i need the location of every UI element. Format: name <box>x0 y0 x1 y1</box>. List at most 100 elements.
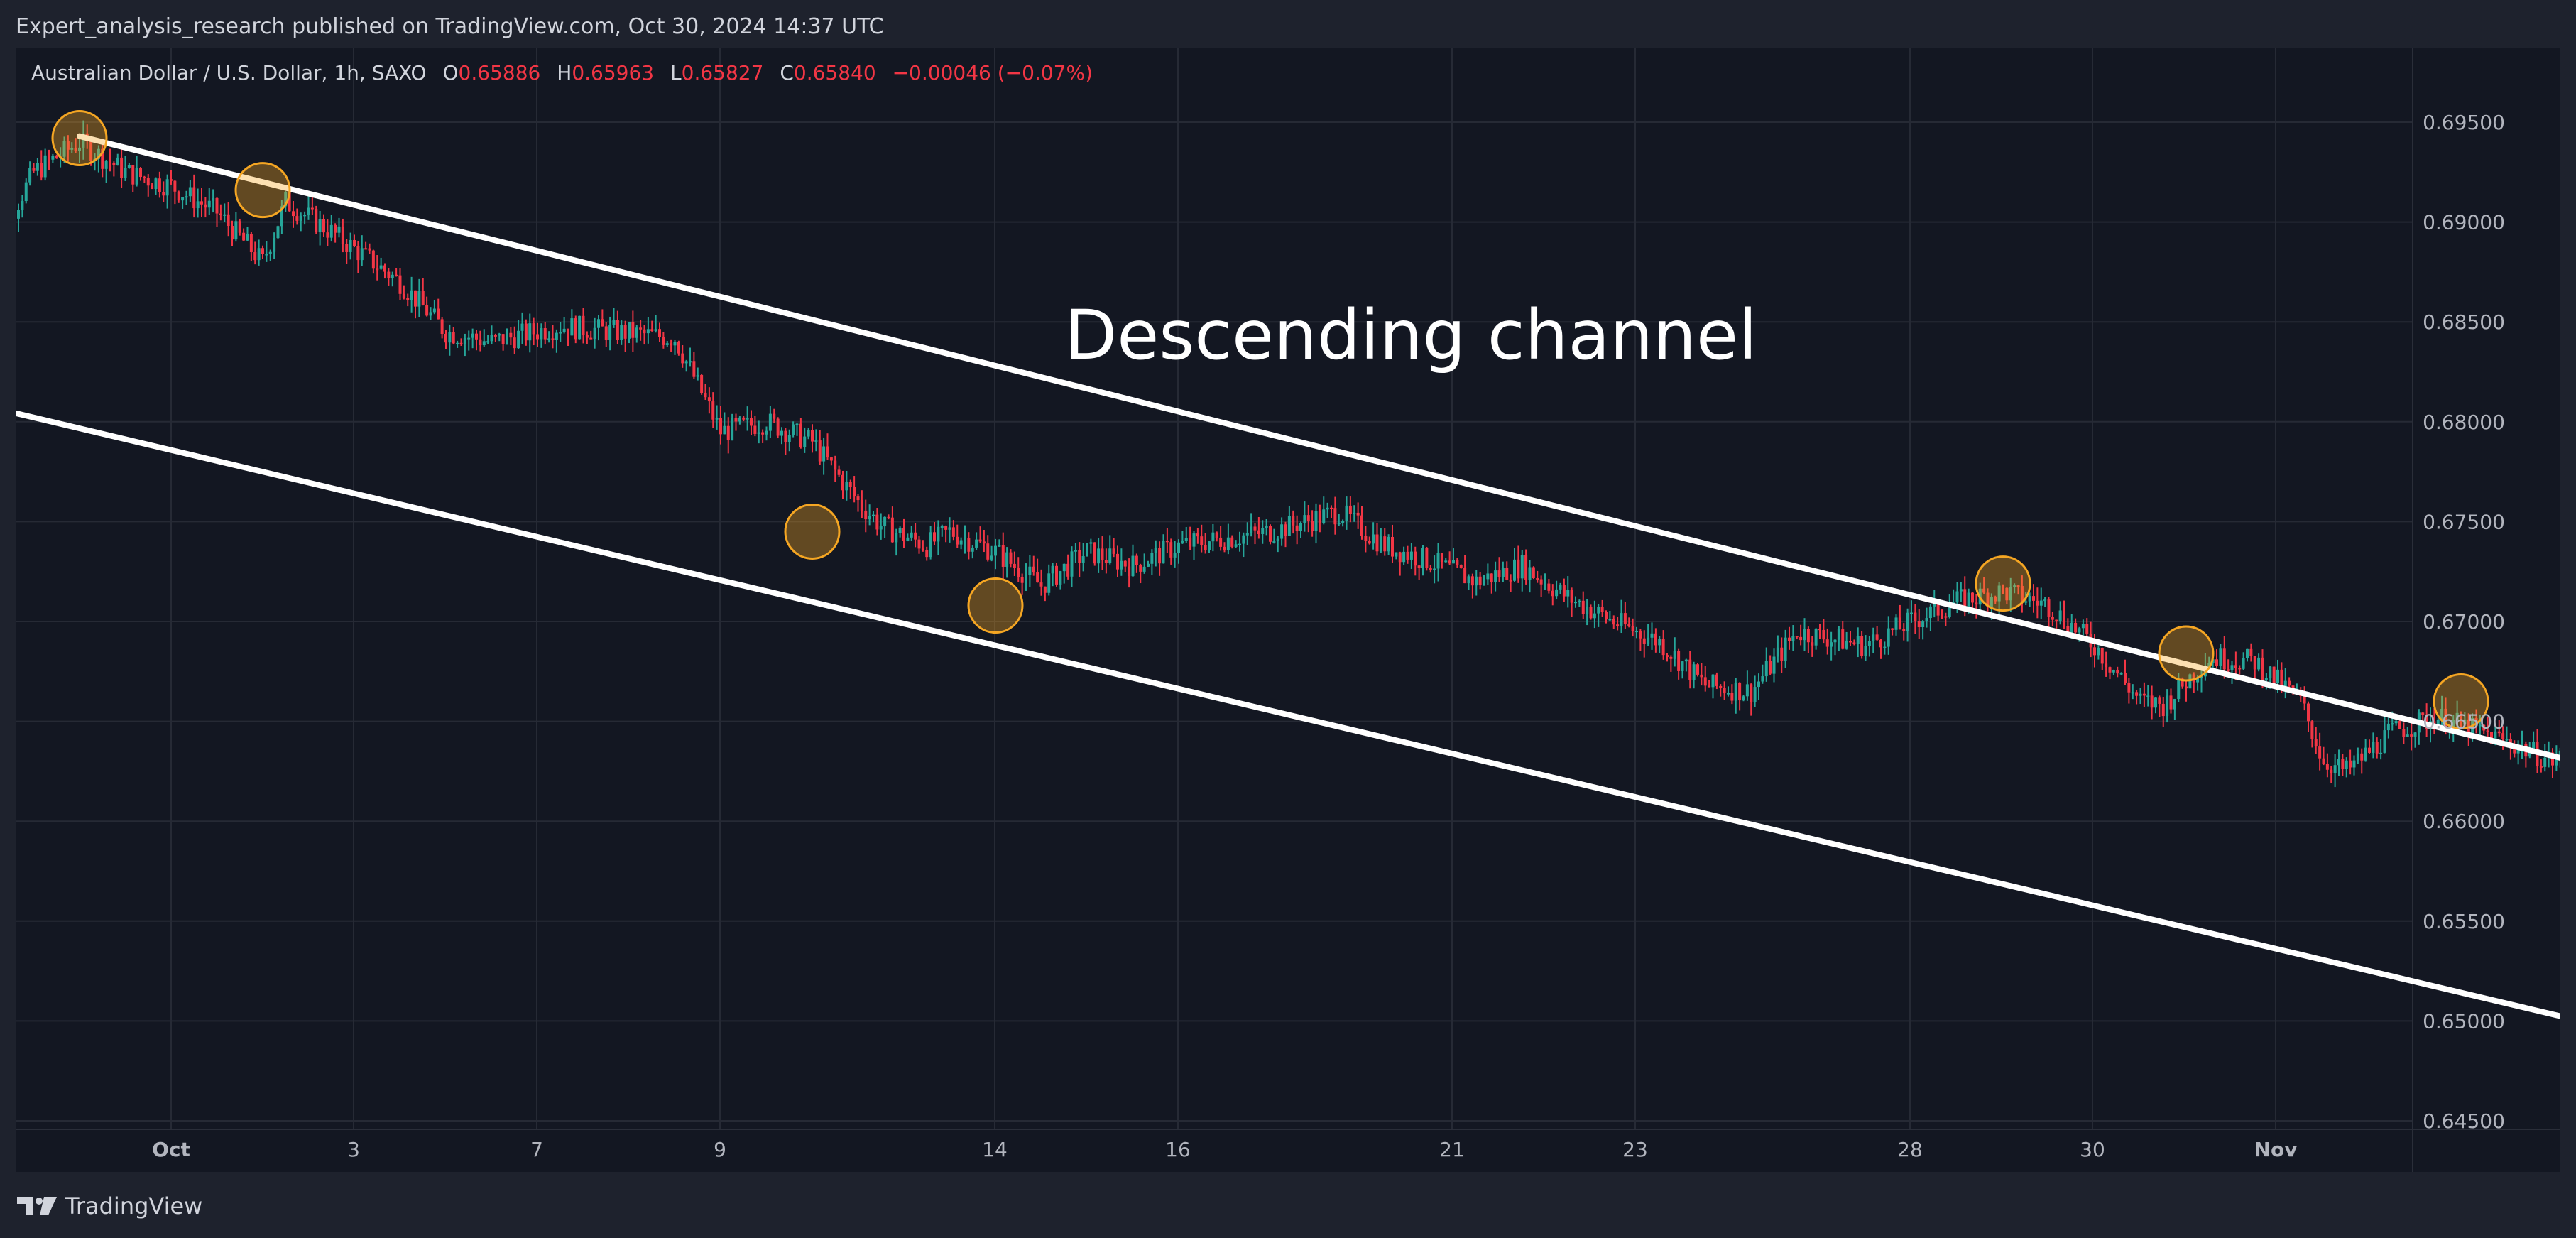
candle-body <box>1532 567 1535 578</box>
candle-body <box>765 430 768 435</box>
candle-body <box>1208 541 1211 550</box>
candle-body <box>21 201 24 210</box>
candle-body <box>429 312 432 316</box>
candle-body <box>349 239 352 252</box>
candle-body <box>2368 747 2371 753</box>
candle-body <box>1120 560 1123 570</box>
candle-body <box>1001 545 1005 567</box>
candle-body <box>1600 607 1604 612</box>
candle-body <box>1879 639 1882 648</box>
price-chart[interactable]: 0.69500 0.69000 0.68500 0.68000 0.67500 0.670… <box>16 48 2560 1172</box>
touch-marker <box>51 109 108 166</box>
candle-body <box>288 192 291 212</box>
candle-body <box>1696 664 1699 675</box>
candle-body <box>1398 552 1402 563</box>
candle-body <box>1356 512 1360 516</box>
candle-body <box>1318 511 1321 523</box>
candle-body <box>326 232 329 238</box>
candle-body <box>2249 648 2253 656</box>
candle-body <box>887 516 890 518</box>
candle-body <box>731 418 734 440</box>
candle-body <box>1219 537 1223 547</box>
candle-body <box>2264 678 2268 680</box>
x-tick-label: Oct <box>152 1138 190 1161</box>
candle-body <box>1055 565 1058 585</box>
candle-body <box>2161 703 2165 717</box>
candle-body <box>387 271 391 278</box>
open-label: O <box>442 61 459 85</box>
candle-body <box>2108 667 2112 673</box>
candle-body <box>2188 674 2192 689</box>
y-tick-label: 0.65500 <box>2423 910 2505 933</box>
candle-body <box>1917 621 1921 628</box>
candle-body <box>2497 731 2501 734</box>
candle-body <box>612 320 616 325</box>
candle-body <box>2543 757 2547 767</box>
candle-body <box>2410 734 2413 737</box>
candle-body <box>1883 646 1887 648</box>
candle-body <box>234 221 238 240</box>
candle-body <box>578 315 582 340</box>
candle-body <box>875 514 879 530</box>
candle-body <box>143 177 146 179</box>
candle-body <box>1658 639 1661 646</box>
candle-body <box>1811 642 1814 646</box>
high-label: H <box>557 61 572 85</box>
candle-body <box>1898 617 1901 629</box>
candle-body <box>1486 573 1490 580</box>
candle-body <box>2322 758 2325 764</box>
candle-body <box>975 539 978 548</box>
candle-body <box>1189 538 1192 547</box>
candle-body <box>1341 521 1345 523</box>
candle-body <box>1123 560 1127 567</box>
candle-body <box>1536 577 1539 580</box>
candle-body <box>1586 607 1589 614</box>
x-tick-label: 21 <box>1439 1138 1465 1161</box>
candle-body <box>1501 568 1505 577</box>
candle-body <box>1982 588 1986 593</box>
candle-body <box>303 215 307 217</box>
candle-body <box>55 156 58 158</box>
candle-body <box>704 393 707 398</box>
candle-body <box>440 319 444 334</box>
candle-body <box>2402 729 2406 737</box>
candle-body <box>914 532 917 540</box>
candle-body <box>2013 585 2016 587</box>
candle-body <box>738 417 741 422</box>
candle-body <box>104 161 108 169</box>
tradingview-logo[interactable]: TradingView <box>17 1192 202 1220</box>
candle-body <box>1184 538 1188 541</box>
candle-body <box>463 338 466 345</box>
candle-body <box>1070 551 1074 577</box>
candle-body <box>66 141 70 150</box>
candle-body <box>589 337 593 340</box>
candle-body <box>1284 524 1287 536</box>
candle-body <box>948 527 951 530</box>
candle-body <box>2288 680 2291 686</box>
candle-body <box>540 328 543 340</box>
candle-body <box>986 543 990 560</box>
y-tick-label: 0.64500 <box>2423 1109 2505 1133</box>
candle-body <box>1677 651 1681 671</box>
candle-body <box>475 333 478 340</box>
candle-body <box>1139 565 1142 572</box>
candle-body <box>1608 619 1612 621</box>
candle-body <box>1505 568 1509 580</box>
candle-body <box>2440 708 2444 720</box>
candle-body <box>784 430 787 442</box>
candle-body <box>2257 657 2261 670</box>
candle-body <box>1723 688 1726 694</box>
candle-body <box>188 187 192 197</box>
candle-body <box>1475 576 1478 586</box>
candle-body <box>1803 629 1806 641</box>
candle-body <box>1303 515 1306 523</box>
candle-body <box>2261 657 2264 680</box>
candle-body <box>1788 637 1791 641</box>
candle-body <box>2253 656 2256 670</box>
candle-body <box>1028 566 1032 575</box>
chart-pane[interactable]: 0.69500 0.69000 0.68500 0.68000 0.67500 0.670… <box>16 48 2560 1172</box>
y-tick-label: 0.69000 <box>2423 211 2505 234</box>
candle-body <box>856 496 860 501</box>
candle-body <box>406 298 410 300</box>
candle-body <box>1086 543 1088 557</box>
